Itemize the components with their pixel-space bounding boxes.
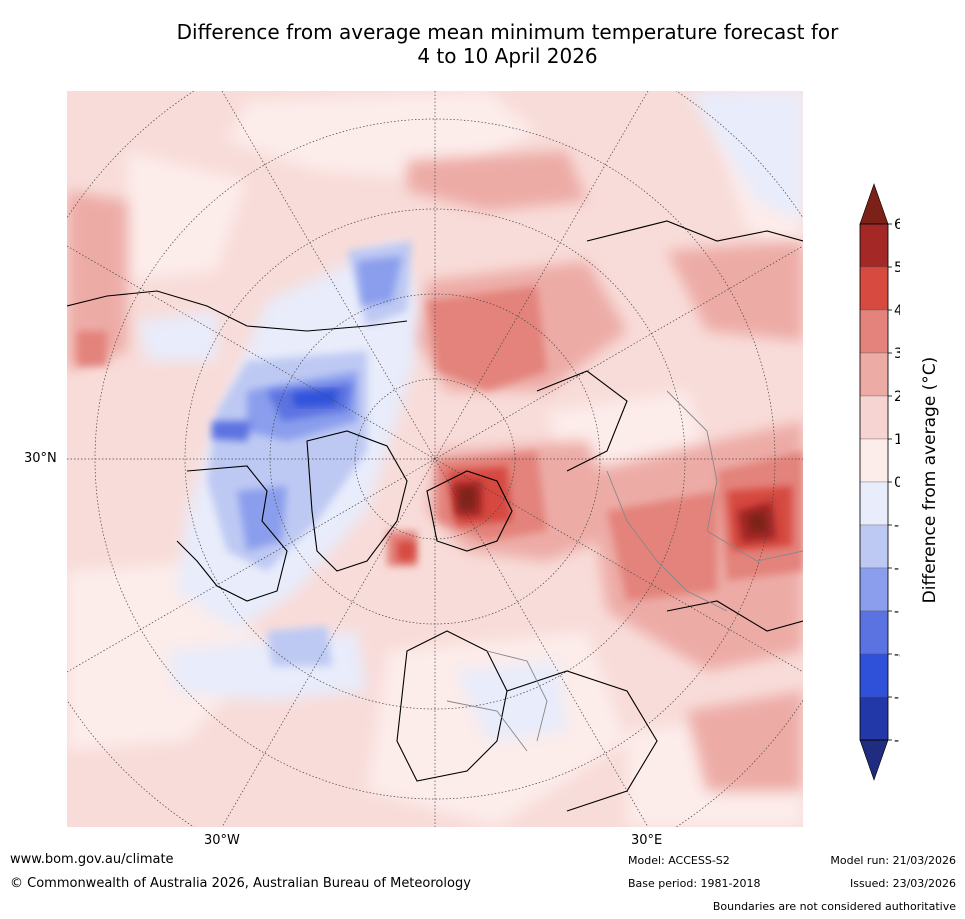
graticule	[67, 91, 803, 827]
footer-copyright: © Commonwealth of Australia 2026, Austra…	[10, 876, 471, 891]
colorbar-tick-label: 3	[894, 346, 900, 362]
anomaly-map	[67, 91, 803, 827]
anomaly-warm-6	[459, 487, 767, 533]
title-line-1: Difference from average mean minimum tem…	[176, 20, 839, 44]
colorbar-swatch	[859, 567, 889, 612]
footer-base-period: Base period: 1981-2018	[628, 877, 761, 890]
map-title: Difference from average mean minimum tem…	[100, 20, 915, 68]
coastlines	[67, 220, 803, 812]
colorbar-extend-max	[859, 183, 889, 225]
colorbar-swatch	[859, 352, 889, 397]
colorbar-tick-label: 5	[894, 260, 900, 276]
colorbar-swatch	[859, 610, 889, 655]
longitude-label-east: 30°E	[631, 833, 663, 848]
colorbar-swatch	[859, 395, 889, 440]
colorbar-tick-label: -2	[894, 561, 900, 577]
colorbar-swatch	[859, 266, 889, 311]
colorbar-swatch	[859, 438, 889, 483]
colorbar-label: Difference from average (°C)	[920, 356, 940, 604]
latitude-label: 30°N	[24, 451, 57, 466]
title-line-2: 4 to 10 April 2026	[417, 44, 598, 68]
colorbar: 6 5 4 3 2 1 0 -1 -2 -3 -4 -5 -6	[859, 183, 900, 781]
colorbar-tick-label: -5	[894, 690, 900, 706]
colorbar-tick-label: -6	[894, 733, 900, 749]
colorbar-tick-label: 4	[894, 303, 900, 319]
colorbar-tick-label: -4	[894, 647, 900, 663]
longitude-label-west: 30°W	[204, 833, 240, 848]
footer-model-run: Model run: 21/03/2026	[830, 854, 956, 867]
colorbar-tick-label: -3	[894, 604, 900, 620]
footer-issued: Issued: 23/03/2026	[849, 877, 956, 890]
colorbar-swatch	[859, 653, 889, 698]
colorbar-swatch	[859, 309, 889, 354]
colorbar-swatch	[859, 481, 889, 526]
footer-disclaimer: Boundaries are not considered authoritat…	[712, 900, 956, 913]
footer-model: Model: ACCESS-S2	[628, 854, 730, 867]
colorbar-tick-label: 0	[894, 475, 900, 491]
footer-url[interactable]: www.bom.gov.au/climate	[10, 852, 174, 867]
colorbar-tick-label: 2	[894, 389, 900, 405]
colorbar-swatch	[859, 223, 889, 268]
colorbar-tick-label: 6	[894, 217, 900, 233]
colorbar-tick-label: -1	[894, 518, 900, 534]
anomaly-cool-4	[292, 389, 339, 407]
colorbar-tick-label: 1	[894, 432, 900, 448]
country-borders	[446, 390, 803, 752]
colorbar-swatch	[859, 696, 889, 741]
colorbar-extend-min	[859, 739, 889, 781]
colorbar-swatch	[859, 524, 889, 569]
